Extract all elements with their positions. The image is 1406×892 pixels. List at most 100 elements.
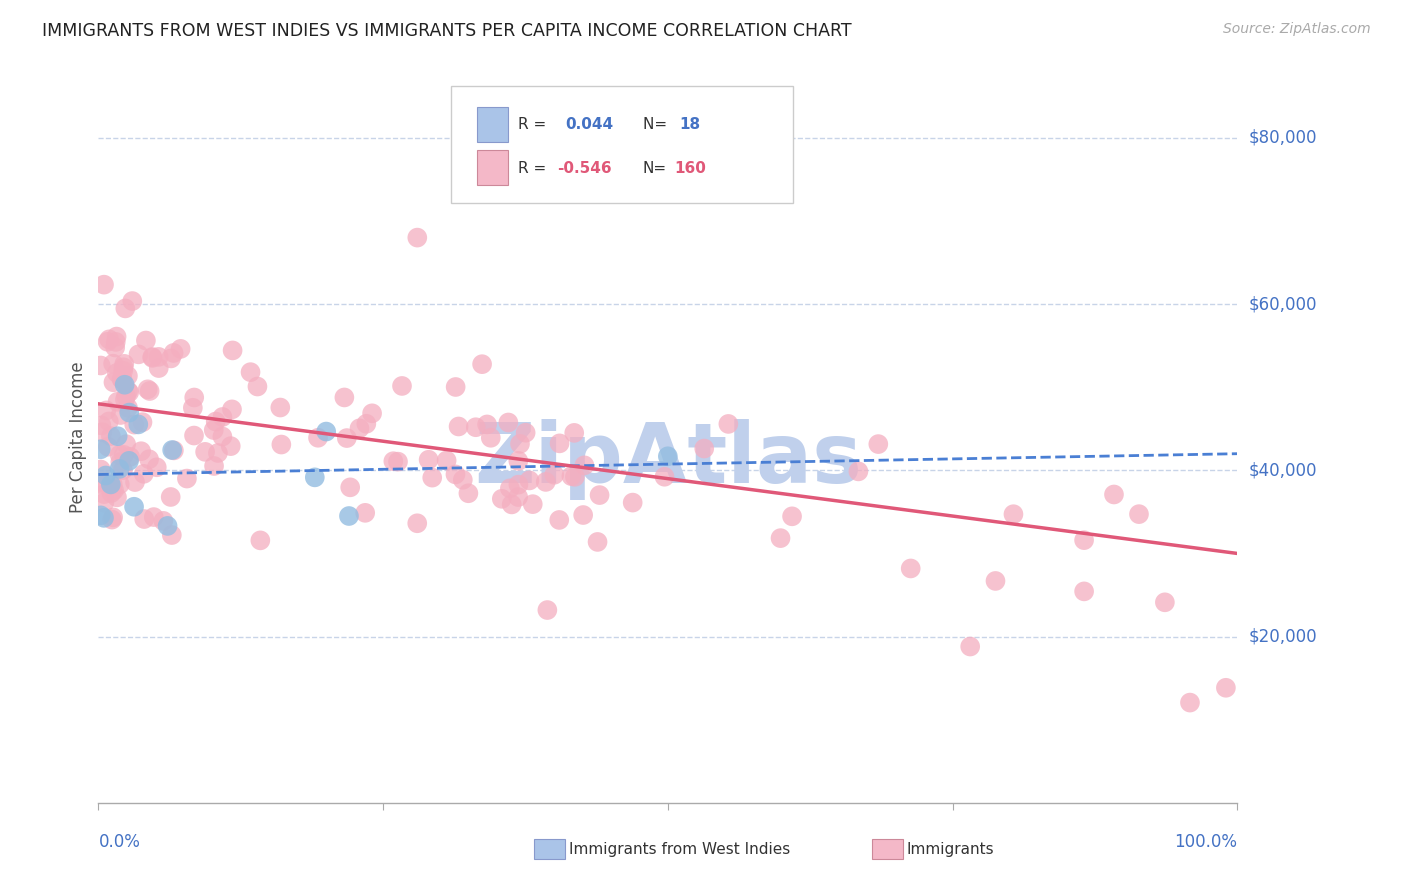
Point bbox=[356, 417, 378, 431]
Point bbox=[105, 329, 128, 343]
Point bbox=[110, 372, 132, 386]
Point bbox=[129, 444, 152, 458]
FancyBboxPatch shape bbox=[451, 86, 793, 203]
Point bbox=[471, 357, 494, 371]
Point bbox=[90, 418, 112, 433]
Point bbox=[1073, 533, 1095, 548]
Point bbox=[382, 454, 405, 468]
Point bbox=[543, 467, 565, 482]
Point bbox=[138, 384, 160, 398]
Point bbox=[508, 454, 530, 468]
Point bbox=[219, 439, 242, 453]
Point bbox=[112, 360, 135, 375]
Point bbox=[107, 394, 129, 409]
Point bbox=[117, 368, 139, 383]
Point bbox=[447, 419, 470, 434]
Point bbox=[515, 425, 537, 440]
Point bbox=[717, 417, 740, 431]
Bar bbox=[477, 107, 509, 143]
Point bbox=[101, 477, 124, 491]
Point bbox=[128, 347, 150, 361]
Point bbox=[361, 406, 384, 420]
Point bbox=[418, 452, 440, 467]
Point bbox=[315, 425, 337, 439]
Point bbox=[93, 511, 115, 525]
Point bbox=[91, 425, 114, 440]
Point bbox=[100, 477, 122, 491]
Text: 18: 18 bbox=[679, 117, 700, 131]
Text: $60,000: $60,000 bbox=[1249, 295, 1317, 313]
Point bbox=[112, 448, 135, 462]
Point bbox=[1073, 584, 1095, 599]
Point bbox=[522, 497, 544, 511]
Point bbox=[122, 417, 145, 432]
Text: ZipAtlas: ZipAtlas bbox=[474, 418, 862, 500]
Point bbox=[115, 389, 138, 403]
Point bbox=[111, 372, 134, 386]
Point bbox=[221, 343, 243, 358]
Point bbox=[211, 409, 233, 424]
Text: $40,000: $40,000 bbox=[1249, 461, 1317, 479]
Point bbox=[94, 468, 117, 483]
Point bbox=[572, 508, 595, 522]
Point bbox=[444, 380, 467, 394]
Point bbox=[118, 406, 141, 420]
Point bbox=[90, 359, 112, 373]
Point bbox=[101, 357, 124, 371]
Text: Source: ZipAtlas.com: Source: ZipAtlas.com bbox=[1223, 22, 1371, 37]
Point bbox=[1128, 507, 1150, 521]
Point bbox=[90, 475, 112, 489]
Bar bbox=[477, 150, 509, 186]
Point bbox=[110, 455, 132, 469]
Point bbox=[536, 603, 558, 617]
Point bbox=[1002, 507, 1025, 521]
Point bbox=[110, 408, 132, 422]
Text: 0.044: 0.044 bbox=[565, 117, 613, 131]
Point bbox=[104, 341, 127, 355]
Text: N=: N= bbox=[643, 161, 666, 176]
Point bbox=[498, 416, 520, 430]
Point bbox=[101, 512, 124, 526]
Point bbox=[135, 334, 157, 348]
Point bbox=[141, 351, 163, 365]
Point bbox=[621, 495, 644, 509]
Point bbox=[959, 640, 981, 654]
Point bbox=[134, 512, 156, 526]
Point bbox=[333, 391, 356, 405]
Point bbox=[156, 519, 179, 533]
Text: 100.0%: 100.0% bbox=[1174, 833, 1237, 851]
Point bbox=[1154, 595, 1177, 609]
Point bbox=[304, 470, 326, 484]
Point bbox=[693, 442, 716, 456]
Point bbox=[588, 488, 610, 502]
Y-axis label: Per Capita Income: Per Capita Income bbox=[69, 361, 87, 513]
Point bbox=[868, 437, 890, 451]
Point bbox=[148, 350, 170, 364]
Text: IMMIGRANTS FROM WEST INDIES VS IMMIGRANTS PER CAPITA INCOME CORRELATION CHART: IMMIGRANTS FROM WEST INDIES VS IMMIGRANT… bbox=[42, 22, 852, 40]
Point bbox=[132, 467, 155, 481]
Point bbox=[491, 491, 513, 506]
Text: $80,000: $80,000 bbox=[1249, 128, 1317, 147]
Point bbox=[141, 350, 163, 364]
Point bbox=[104, 334, 127, 349]
Point bbox=[183, 391, 205, 405]
Point bbox=[436, 453, 458, 467]
Point bbox=[336, 431, 359, 445]
Point bbox=[501, 497, 523, 511]
Point bbox=[848, 464, 870, 478]
Point bbox=[93, 277, 115, 292]
Point bbox=[499, 481, 522, 495]
Text: R =: R = bbox=[517, 117, 551, 131]
Point bbox=[211, 429, 233, 443]
Text: R =: R = bbox=[517, 161, 551, 176]
Point bbox=[96, 334, 118, 349]
Point bbox=[508, 490, 530, 504]
Point bbox=[93, 496, 115, 510]
Point bbox=[246, 379, 269, 393]
Point bbox=[420, 470, 443, 484]
Point bbox=[270, 437, 292, 451]
Text: Immigrants from West Indies: Immigrants from West Indies bbox=[569, 842, 790, 856]
Point bbox=[657, 450, 679, 464]
Point bbox=[115, 437, 138, 451]
Point bbox=[249, 533, 271, 548]
